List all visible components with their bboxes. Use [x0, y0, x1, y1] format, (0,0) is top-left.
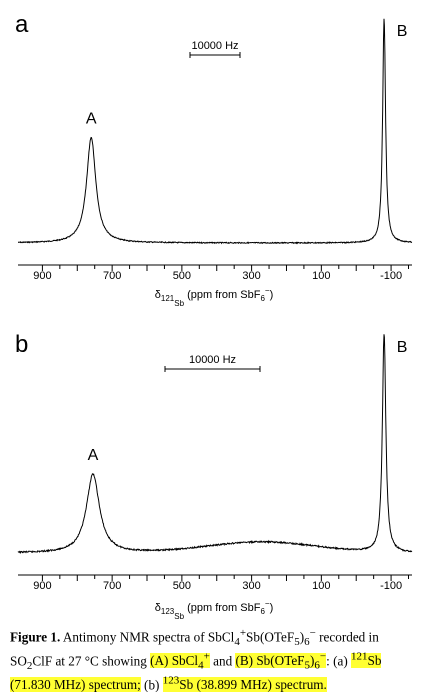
caption-text: Sb(OTeF: [246, 629, 295, 645]
x-axis-label-part: δ: [155, 602, 161, 614]
caption-sup: +: [203, 651, 210, 664]
x-tick-label: -100: [380, 270, 402, 282]
x-tick-label: 500: [173, 270, 191, 282]
caption-text: ): [310, 653, 315, 669]
caption-text: (A) SbCl: [150, 653, 199, 669]
caption-bold: Figure 1.: [10, 629, 61, 645]
caption-sup: 121: [351, 651, 368, 664]
peak-label-A: A: [88, 447, 99, 464]
x-tick-label: 300: [242, 270, 260, 282]
caption-text: ): [299, 629, 305, 645]
scale-bar-label: 10000 Hz: [189, 354, 236, 366]
peak-label-B: B: [397, 23, 408, 40]
caption-sub: 5: [304, 660, 311, 673]
x-tick-label: 700: [103, 580, 121, 592]
x-tick-label: 300: [242, 580, 260, 592]
x-tick-label: 900: [33, 270, 51, 282]
caption-sub: 6: [304, 636, 310, 649]
x-axis-label-part: −: [265, 599, 270, 608]
x-tick-label: 700: [103, 270, 121, 282]
figure-caption: Figure 1. Antimony NMR spectra of SbCl4+…: [10, 626, 422, 692]
caption-sub: 4: [234, 636, 240, 649]
spectrum-line: [17, 334, 413, 554]
x-axis-label-part: Sb: [174, 299, 184, 308]
peak-label-A: A: [86, 110, 97, 127]
x-axis-label-part: −: [265, 286, 270, 295]
x-axis-label-part: 6: [260, 294, 265, 303]
peak-label-B: B: [397, 339, 408, 356]
x-axis-label-part: 121: [161, 294, 175, 303]
caption-text: Antimony NMR spectra of SbCl: [62, 629, 235, 645]
x-axis-label-part: 123: [161, 607, 175, 616]
x-axis-label-part: (ppm from SbF: [184, 289, 261, 301]
caption-sup: −: [309, 627, 316, 639]
caption-sub: 4: [198, 660, 204, 673]
spectrum-panel-b: b 10000 Hz A B 900 700 500 300 100 -100 δ123Sb (pp…: [15, 331, 413, 621]
x-axis-label-part: (ppm from SbF: [184, 602, 261, 614]
x-tick-label: 100: [312, 580, 330, 592]
x-axis-label: δ121Sb (ppm from SbF6−): [155, 286, 273, 308]
x-axis-label-part: δ: [155, 289, 161, 301]
scale-bar-label: 10000 Hz: [191, 40, 238, 52]
highlight-121sb: 121Sb: [351, 651, 382, 669]
spectrum-panel-a: a 10000 Hz A B 900 700 500 300 100 -100 δ121Sb (pp…: [15, 11, 413, 308]
caption-sub: 6: [314, 660, 320, 673]
caption-sup: 123: [162, 675, 180, 688]
caption-text: and: [213, 653, 233, 669]
x-tick-label: -100: [380, 580, 402, 592]
x-axis-label: δ123Sb (ppm from SbF6−): [155, 599, 273, 621]
highlight-b: (B) Sb(OTeF5)6−: [235, 651, 327, 672]
caption-sup: +: [239, 627, 247, 639]
caption-sub: 2: [26, 660, 33, 673]
caption-text: : (a): [326, 653, 348, 669]
caption-text: ClF at 27 °C showing: [32, 653, 147, 669]
x-tick-label: 100: [312, 270, 330, 282]
x-axis-label-part: ): [270, 289, 274, 301]
x-axis-label-part: Sb: [174, 612, 184, 621]
caption-text: recorded in SO: [10, 629, 379, 669]
spectrum-line: [18, 18, 413, 245]
caption-text: Sb: [367, 653, 382, 669]
caption-sub: 5: [294, 636, 300, 649]
x-axis-label-part: ): [270, 602, 274, 614]
panel-label: b: [15, 331, 28, 358]
x-tick-label: 500: [173, 580, 191, 592]
caption-text: (B) Sb(OTeF: [235, 653, 305, 669]
x-axis-label-part: 6: [260, 607, 265, 616]
x-tick-label: 900: [33, 580, 51, 592]
highlight-a: (A) SbCl4+: [150, 651, 210, 672]
panel-label: a: [15, 11, 29, 38]
caption-sup: −: [319, 651, 327, 664]
